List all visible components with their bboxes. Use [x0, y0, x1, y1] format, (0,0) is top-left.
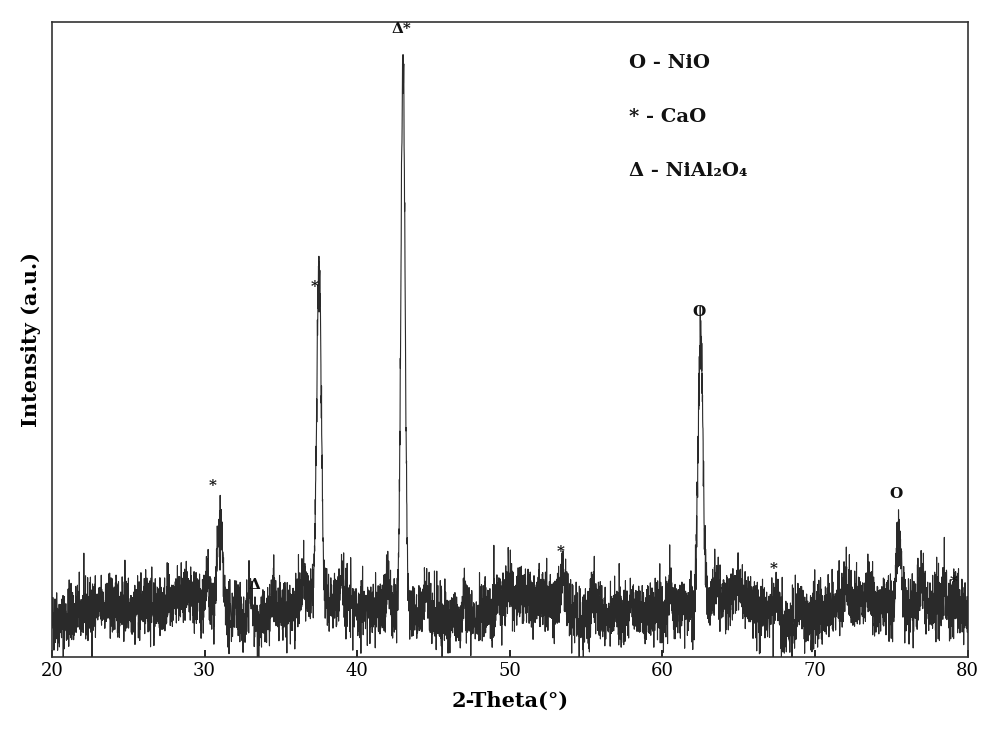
Text: *: *	[311, 280, 318, 294]
Text: Δ*: Δ*	[392, 23, 411, 37]
Text: O: O	[889, 488, 903, 501]
Text: *: *	[208, 479, 216, 493]
Text: O - NiO: O - NiO	[629, 54, 710, 72]
Text: *: *	[770, 562, 778, 576]
Y-axis label: Intensity (a.u.): Intensity (a.u.)	[21, 252, 41, 427]
Text: *: *	[950, 575, 958, 589]
Text: Δ - NiAl₂O₄: Δ - NiAl₂O₄	[629, 162, 747, 180]
Text: * - CaO: * - CaO	[629, 108, 706, 126]
X-axis label: 2-Theta(°): 2-Theta(°)	[451, 691, 568, 712]
Text: O: O	[692, 305, 706, 319]
Text: *: *	[556, 545, 564, 559]
Text: Δ: Δ	[249, 578, 261, 591]
